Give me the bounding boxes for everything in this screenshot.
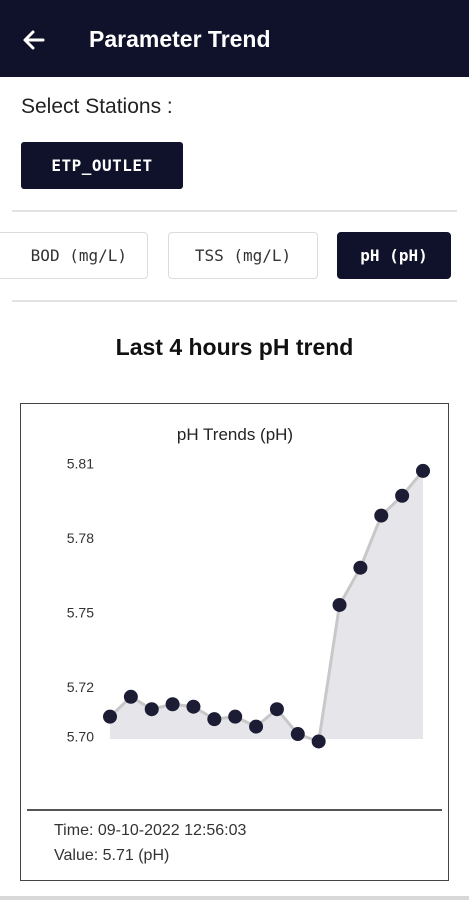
chart-title: pH Trends (pH) — [177, 425, 293, 444]
divider — [12, 300, 457, 302]
data-point[interactable] — [416, 463, 430, 478]
data-point[interactable] — [207, 712, 222, 727]
tooltip-time: Time: 09-10-2022 12:56:03 — [54, 822, 247, 839]
divider — [12, 210, 457, 212]
data-point[interactable] — [186, 699, 201, 714]
tab-tss[interactable]: TSS (mg/L) — [168, 232, 318, 279]
y-tick-label: 5.70 — [67, 729, 94, 745]
data-point[interactable] — [249, 719, 264, 734]
page-title: Parameter Trend — [89, 26, 271, 52]
data-point[interactable] — [290, 727, 305, 742]
trend-heading: Last 4 hours pH trend — [115, 334, 354, 360]
y-axis: 5.70 5.72 5.75 5.78 5.81 — [67, 455, 94, 744]
y-tick-label: 5.75 — [67, 604, 94, 620]
y-tick-label: 5.72 — [67, 679, 94, 695]
data-point[interactable] — [228, 709, 243, 724]
tooltip-value: Value: 5.71 (pH) — [54, 847, 170, 864]
chart-container: pH Trends (pH) 5.70 5.72 5.75 5.78 5.81 Time… — [20, 403, 449, 881]
data-points — [103, 463, 430, 749]
arrow-left-icon — [23, 30, 45, 50]
tooltip-divider — [27, 809, 442, 811]
data-point[interactable] — [103, 709, 117, 724]
data-point[interactable] — [311, 734, 326, 749]
data-point[interactable] — [395, 488, 410, 503]
y-tick-label: 5.81 — [67, 455, 94, 471]
data-point[interactable] — [353, 560, 368, 575]
tab-bod[interactable]: BOD (mg/L) — [0, 232, 148, 279]
series-area — [110, 470, 423, 742]
select-stations-label: Select Stations : — [21, 95, 173, 118]
back-button[interactable] — [20, 26, 48, 54]
station-chip-etp-outlet[interactable]: ETP_OUTLET — [21, 142, 183, 189]
y-tick-label: 5.78 — [67, 530, 94, 546]
data-point[interactable] — [374, 508, 389, 523]
data-point[interactable] — [123, 689, 138, 704]
bottom-edge — [0, 896, 469, 900]
data-point[interactable] — [332, 597, 347, 612]
ph-trend-chart[interactable]: pH Trends (pH) 5.70 5.72 5.75 5.78 5.81 — [21, 404, 450, 882]
app-bar: Parameter Trend — [0, 0, 469, 77]
data-point[interactable] — [269, 702, 284, 717]
tab-ph[interactable]: pH (pH) — [337, 232, 451, 279]
data-point[interactable] — [144, 702, 159, 717]
series-line — [108, 469, 425, 744]
data-point[interactable] — [165, 697, 180, 712]
